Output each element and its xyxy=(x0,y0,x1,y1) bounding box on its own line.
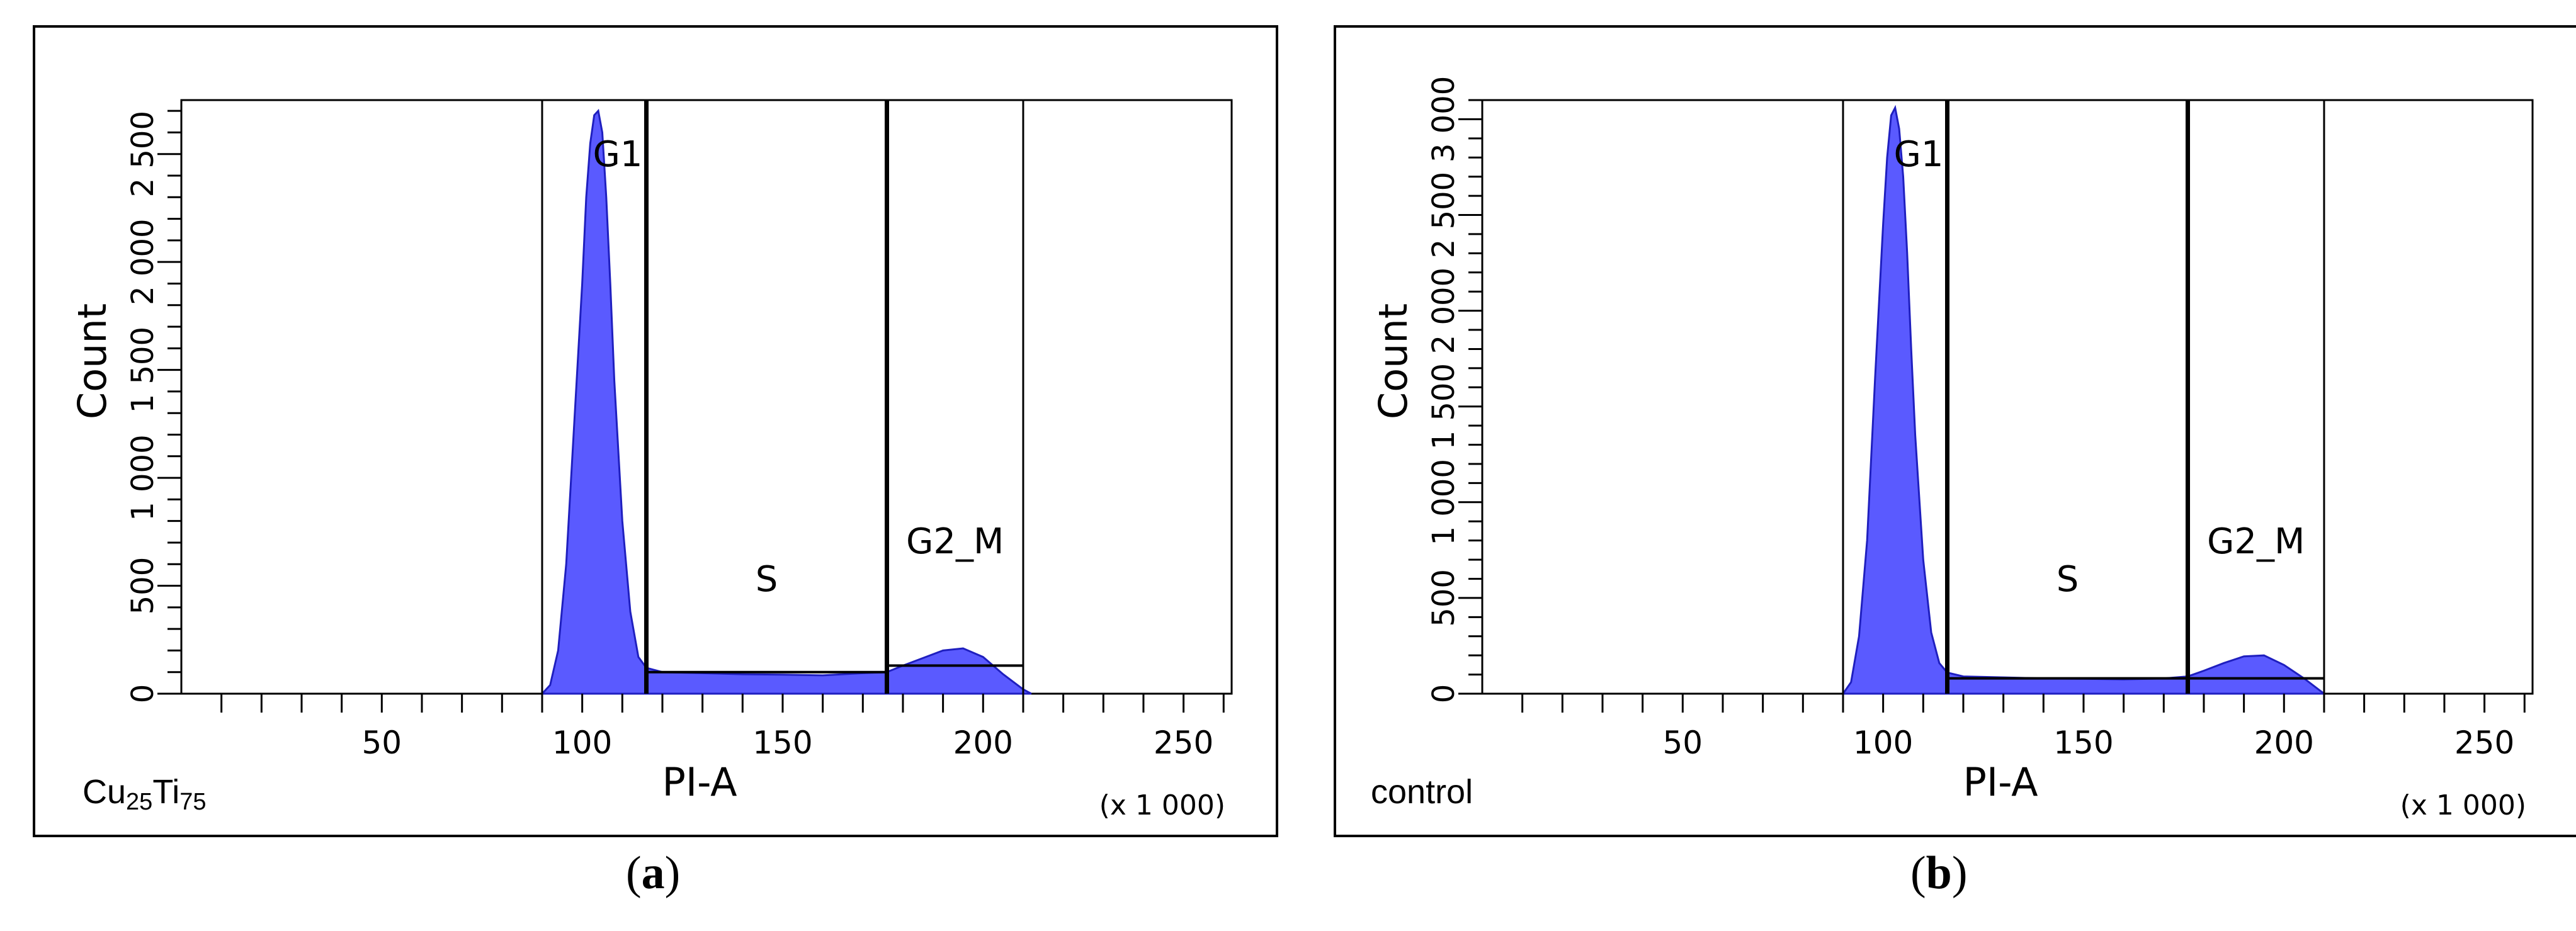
panel-caption-a: (a) xyxy=(626,847,681,899)
histogram-area xyxy=(541,108,1032,695)
histogram-chart-b: G1 S G2_M 50 100 150 200 250 0 500 1 000 1 500 2 000… xyxy=(1370,76,2534,821)
y-tick-label: 1 000 xyxy=(125,434,161,521)
y-tick-label: 0 xyxy=(1426,684,1461,704)
x-tick-label: 250 xyxy=(1154,725,1213,761)
gate-label: G1 xyxy=(1893,134,1943,175)
x-tick-label: 100 xyxy=(552,725,612,761)
y-tick-label: 2 000 xyxy=(125,218,161,305)
gate-g2-m[interactable]: G2_M xyxy=(884,100,1024,694)
gate-label: G2_M xyxy=(2207,521,2305,562)
x-tick-label: 150 xyxy=(2053,725,2113,761)
x-tick-label: 250 xyxy=(2454,725,2514,761)
histogram-chart-a: G1 S G2_M 50 100 150 200 250 0 500 1 000 1 500 2 000… xyxy=(69,99,1233,821)
x-tick-label: 200 xyxy=(2254,725,2314,761)
x-multiplier-label: (x 1 000) xyxy=(2400,789,2526,821)
y-tick-label: 1 000 xyxy=(1426,459,1461,545)
x-tick-label: 50 xyxy=(1663,725,1703,761)
gate-label: G2_M xyxy=(906,521,1004,562)
x-tick-label: 200 xyxy=(953,725,1013,761)
y-tick-label: 2 500 xyxy=(1426,172,1461,258)
y-tick-label: 2 500 xyxy=(125,111,161,197)
gate-label: S xyxy=(2057,559,2079,600)
sample-name: Cu25Ti75 xyxy=(82,773,207,815)
y-tick-label: 2 000 xyxy=(1426,268,1461,354)
panel-b-frame: G1 S G2_M 50 100 150 200 250 0 500 1 000 1 500 2 000… xyxy=(1334,25,2576,837)
x-multiplier-label: (x 1 000) xyxy=(1099,789,1225,821)
plot-area xyxy=(180,99,1233,695)
gate-g2-m[interactable]: G2_M xyxy=(2185,100,2325,694)
histogram-area xyxy=(1842,104,2325,695)
panel-a-frame: G1 S G2_M 50 100 150 200 250 0 500 1 000 1 500 2 000… xyxy=(33,25,1278,837)
y-tick-label: 500 xyxy=(125,557,161,615)
y-tick-label: 1 500 xyxy=(1426,363,1461,449)
y-axis-title: Count xyxy=(69,303,115,419)
y-tick-label: 3 000 xyxy=(1426,76,1461,162)
sample-name: control xyxy=(1371,773,1473,811)
x-tick-label: 100 xyxy=(1853,725,1913,761)
panel-caption-b: (b) xyxy=(1910,847,1968,899)
gate-label: S xyxy=(756,559,778,600)
plot-area xyxy=(1481,99,2534,695)
y-axis-title: Count xyxy=(1370,303,1416,419)
y-tick-label: 0 xyxy=(125,684,161,704)
x-axis-title: PI-A xyxy=(662,759,737,805)
x-axis-title: PI-A xyxy=(1963,759,2038,805)
x-tick-label: 150 xyxy=(752,725,812,761)
y-tick-label: 500 xyxy=(1426,569,1461,627)
gate-label: G1 xyxy=(593,134,642,175)
x-tick-label: 50 xyxy=(362,725,402,761)
y-tick-label: 1 500 xyxy=(125,327,161,413)
